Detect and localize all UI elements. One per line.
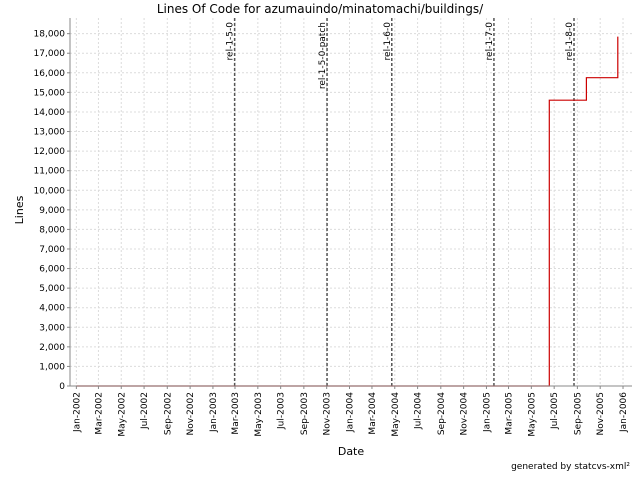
y-tick-label: 0 (59, 382, 65, 392)
y-tick-label: 1,000 (39, 362, 65, 372)
x-tick-label: Jul-2002 (140, 392, 150, 430)
y-tick-label: 7,000 (39, 245, 65, 255)
y-tick-label: 5,000 (39, 284, 65, 294)
release-marker-label: rel-1-5-0 (226, 22, 236, 61)
release-marker-label: rel-1-7-0 (485, 22, 495, 61)
x-tick-label: Jan-2005 (482, 392, 492, 433)
x-tick-label: Mar-2004 (368, 392, 378, 435)
chart-title: Lines Of Code for azumauindo/minatomachi… (157, 2, 484, 16)
y-tick-label: 15,000 (34, 88, 66, 98)
y-axis-ticks: 0 1,000 2,000 3,000 4,000 5,000 6,000 7,000 8,00… (34, 30, 70, 392)
y-tick-label: 12,000 (34, 147, 66, 157)
x-tick-label: Mar-2002 (94, 392, 104, 435)
release-marker-label: rel-1-6-0 (383, 22, 393, 61)
y-tick-label: 6,000 (39, 265, 65, 275)
grid (70, 18, 632, 387)
x-tick-label: Jan-2003 (209, 392, 219, 433)
x-tick-label: Sep-2003 (300, 392, 310, 435)
y-tick-label: 10,000 (34, 186, 66, 196)
axes (69, 18, 632, 387)
y-tick-label: 14,000 (34, 108, 66, 118)
x-tick-label: Nov-2002 (186, 392, 196, 435)
release-marker-label: rel-1-8-0 (565, 22, 575, 61)
y-tick-label: 8,000 (39, 225, 65, 235)
x-tick-label: Jul-2003 (277, 392, 287, 430)
x-tick-label: Nov-2005 (596, 392, 606, 435)
y-tick-label: 3,000 (39, 323, 65, 333)
y-tick-label: 9,000 (39, 206, 65, 216)
y-tick-label: 4,000 (39, 304, 65, 314)
release-marker-label: rel-1-5-0-patch (318, 22, 328, 89)
x-axis-label: Date (338, 445, 365, 458)
x-tick-label: Mar-2005 (505, 392, 515, 435)
x-tick-label: May-2005 (527, 392, 537, 437)
x-tick-label: Nov-2004 (460, 392, 470, 436)
x-tick-label: Sep-2005 (573, 392, 583, 435)
y-tick-label: 11,000 (34, 167, 66, 177)
x-axis-ticks: Jan-2002 Mar-2002 May-2002 Jul-2002 Sep-2002… (72, 386, 629, 437)
plot-area (70, 18, 632, 386)
y-tick-label: 13,000 (34, 128, 66, 138)
y-tick-label: 17,000 (34, 49, 66, 59)
y-axis-label: Lines (13, 195, 26, 224)
x-tick-label: Nov-2003 (323, 392, 333, 435)
x-tick-label: May-2003 (254, 392, 264, 437)
x-tick-label: Jan-2002 (72, 392, 82, 433)
y-tick-label: 2,000 (39, 343, 65, 353)
generator-credit: generated by statcvs-xml² (511, 462, 630, 472)
x-tick-label: Mar-2003 (231, 392, 241, 435)
y-tick-label: 16,000 (34, 69, 66, 79)
x-tick-label: May-2002 (117, 392, 127, 437)
x-tick-label: Jan-2004 (346, 392, 356, 433)
x-tick-label: Jan-2006 (619, 392, 629, 433)
y-tick-label: 18,000 (34, 30, 66, 40)
release-markers: rel-1-5-0 rel-1-5-0-patch rel-1-6-0 rel-1-7… (226, 18, 575, 386)
x-tick-label: Sep-2004 (437, 392, 447, 435)
x-tick-label: Jul-2004 (414, 392, 424, 430)
x-tick-label: May-2004 (391, 392, 401, 437)
x-tick-label: Jul-2005 (550, 392, 560, 430)
x-tick-label: Sep-2002 (163, 392, 173, 435)
